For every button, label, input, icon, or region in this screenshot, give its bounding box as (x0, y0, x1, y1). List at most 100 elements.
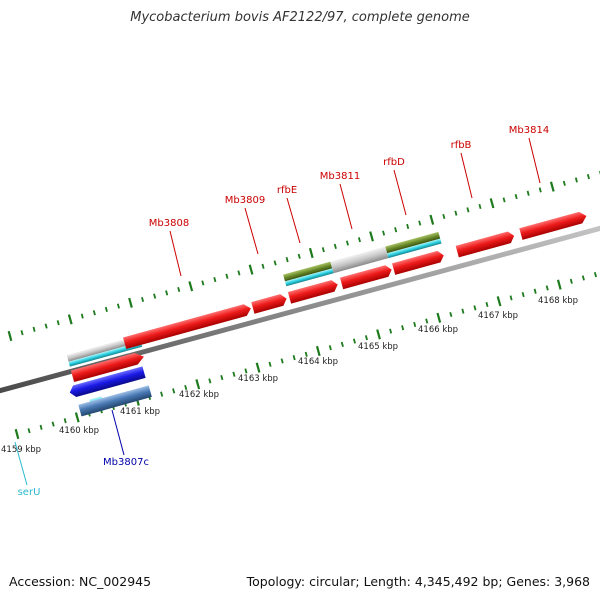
minor-tick (201, 280, 205, 286)
scale-label: 4160 kbp (59, 426, 99, 436)
scale-label: 4161 kbp (120, 407, 160, 417)
label-leader-line (460, 152, 473, 199)
minor-tick (104, 306, 108, 313)
accession-label: Accession: NC_002945 (9, 574, 152, 589)
major-tick (308, 247, 314, 259)
feature-olive (283, 261, 333, 282)
major-tick (14, 428, 20, 440)
label-leader-line (286, 197, 301, 244)
label-leader-line (528, 137, 541, 184)
minor-tick (545, 285, 549, 291)
feature-trna (387, 238, 442, 259)
gene-label-forward: Mb3808 (149, 218, 189, 229)
scale-label: 4166 kbp (418, 325, 458, 335)
minor-tick (581, 275, 585, 281)
major-tick (376, 329, 381, 340)
label-leader-line (339, 183, 353, 230)
gene-rfbE (287, 280, 338, 304)
scale-label: 4165 kbp (358, 342, 398, 352)
minor-tick (27, 428, 31, 434)
minor-tick (165, 290, 169, 296)
gene-mb3807c (78, 385, 152, 417)
minor-tick (389, 328, 393, 334)
gene-label-forward: Mb3811 (320, 171, 360, 182)
scale-label: 4164 kbp (298, 357, 338, 367)
minor-tick (116, 303, 120, 309)
minor-tick (160, 391, 164, 397)
minor-tick (225, 273, 229, 279)
major-tick (188, 281, 194, 292)
major-tick (255, 362, 261, 373)
minor-tick (478, 203, 482, 210)
minor-tick (413, 321, 417, 328)
minor-tick (292, 355, 296, 361)
minor-tick (442, 213, 446, 220)
major-tick (315, 345, 321, 357)
minor-tick (485, 301, 489, 308)
minor-tick (394, 227, 398, 233)
gene-rfbD (392, 250, 444, 275)
label-leader-line (111, 409, 125, 456)
label-leader-line (14, 441, 28, 486)
minor-tick (44, 323, 48, 329)
minor-tick (321, 247, 325, 253)
minor-tick (232, 371, 236, 377)
gene-mb3811 (339, 265, 392, 290)
minor-tick (285, 257, 289, 263)
minor-tick (333, 243, 337, 249)
gene-labels: Mb3808 Mb3809 rfbE Mb3811 rfbD rfbB Mb3814 Mb38… (14, 125, 549, 498)
major-tick (556, 279, 562, 290)
minor-tick (425, 318, 429, 324)
minor-tick (382, 230, 386, 236)
scale-label: 4163 kbp (238, 374, 278, 384)
minor-tick (92, 310, 96, 316)
outer-tick-row (7, 170, 600, 342)
gene-label-forward: Mb3814 (509, 125, 549, 136)
minor-tick (340, 341, 344, 347)
gene-mb3808 (123, 304, 251, 350)
minor-tick (454, 210, 458, 216)
label-leader-line (393, 169, 407, 216)
minor-tick (20, 330, 24, 336)
minor-tick (345, 240, 349, 246)
minor-tick (237, 270, 241, 276)
minor-tick (502, 197, 506, 203)
gene-arrow-reverse (69, 366, 146, 398)
major-tick (436, 312, 442, 323)
scale-label: 4162 kbp (179, 390, 219, 400)
minor-tick (562, 180, 566, 186)
minor-tick (473, 305, 477, 311)
feature-grey (66, 335, 141, 362)
major-tick (369, 231, 374, 242)
minor-tick (526, 190, 530, 196)
minor-tick (449, 311, 453, 318)
minor-tick (352, 338, 356, 344)
gene-rfbB (455, 231, 515, 258)
minor-tick (521, 291, 525, 298)
major-tick (7, 330, 13, 342)
minor-tick (172, 388, 176, 394)
map-title: Mycobacterium bovis AF2122/97, complete … (130, 10, 470, 25)
label-leader-line (244, 207, 259, 255)
major-tick (496, 296, 502, 307)
major-tick (195, 379, 201, 390)
minor-tick (39, 424, 43, 430)
minor-tick (401, 325, 405, 331)
minor-tick (220, 374, 224, 381)
gene-label-reverse: Mb3807c (103, 457, 149, 468)
minor-tick (509, 295, 513, 301)
major-tick (248, 264, 254, 275)
gene-mb3809 (251, 294, 287, 314)
feature-trna (68, 341, 143, 367)
minor-tick (268, 361, 272, 367)
minor-tick (466, 207, 470, 213)
minor-tick (51, 421, 55, 427)
major-tick (74, 412, 80, 423)
minor-tick (533, 288, 537, 294)
minor-tick (244, 368, 248, 374)
minor-tick (80, 313, 84, 319)
minor-tick (569, 278, 573, 284)
minor-tick (586, 174, 590, 180)
gene-label-forward: rfbB (451, 140, 472, 151)
major-tick (67, 314, 73, 325)
